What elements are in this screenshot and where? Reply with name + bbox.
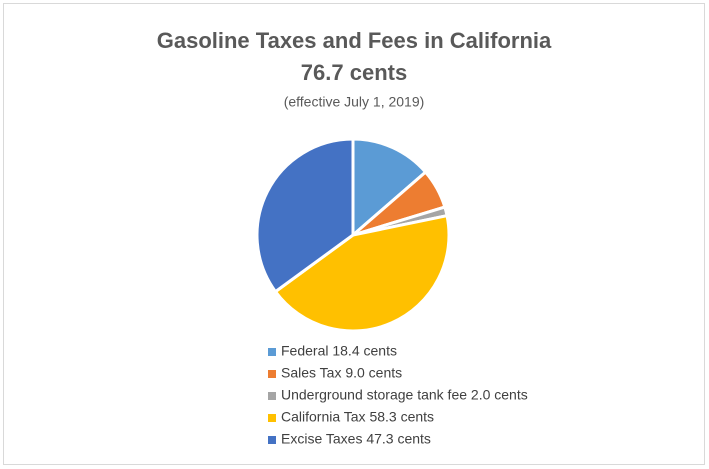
legend-label: Underground storage tank fee 2.0 cents: [281, 387, 528, 403]
legend-swatch: [268, 370, 276, 378]
legend-label: Federal 18.4 cents: [281, 343, 397, 359]
legend-label: Sales Tax 9.0 cents: [281, 365, 402, 381]
legend-swatch: [268, 436, 276, 444]
legend-swatch: [268, 414, 276, 422]
chart-title: Gasoline Taxes and Fees in California: [157, 28, 552, 53]
legend-swatch: [268, 348, 276, 356]
pie-slice: [255, 137, 355, 294]
chart-note: (effective July 1, 2019): [284, 94, 425, 110]
pie-slice: [273, 213, 451, 333]
chart-subtitle: 76.7 cents: [301, 60, 407, 85]
pie-slice: [351, 137, 428, 239]
legend-swatch: [268, 392, 276, 400]
legend-label: California Tax 58.3 cents: [281, 409, 434, 425]
legend-label: Excise Taxes 47.3 cents: [281, 431, 431, 447]
